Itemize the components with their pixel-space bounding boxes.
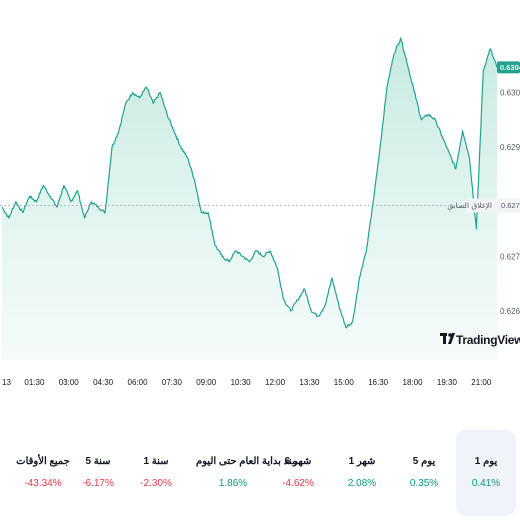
performance-period-value: 0.35%: [409, 478, 439, 489]
tradingview-logo-icon: [440, 333, 455, 344]
x-tick-label: 10:30: [231, 378, 252, 387]
x-tick-label: 04:30: [93, 378, 114, 387]
x-tick-label: 13: [2, 378, 11, 387]
performance-period-label: 1 شهر: [348, 456, 376, 467]
x-tick-label: 16:30: [368, 378, 389, 387]
tradingview-wordmark: TradingView: [456, 333, 520, 347]
performance-period-label: جميع الأوقات: [16, 456, 70, 467]
performance-period-label: 5 يوم: [412, 456, 436, 467]
x-tick-label: 07:30: [162, 378, 183, 387]
x-tick-label: 15:00: [334, 378, 355, 387]
current-price-marker: 0.63046: [497, 61, 520, 74]
performance-period[interactable]: جميع الأوقات -43.34%: [8, 430, 78, 516]
performance-period[interactable]: 1 يوم 0.41%: [456, 430, 516, 516]
performance-bar: جميع الأوقات -43.34% 5 سنة -6.17% 1 سنة -2.30…: [0, 430, 520, 520]
performance-period-label: 6 شهر: [284, 456, 312, 467]
x-tick-label: 13:30: [299, 378, 320, 387]
y-tick-label: 0.62700: [500, 252, 520, 261]
performance-period-label: منذ بداية العام حتى اليوم: [196, 456, 298, 467]
performance-period-label: 1 يوم: [474, 456, 498, 467]
performance-period-label: 1 سنة: [143, 456, 169, 467]
performance-period-value: -6.17%: [82, 478, 114, 489]
performance-period[interactable]: 1 شهر 2.08%: [333, 430, 391, 516]
performance-period-value: -2.30%: [140, 478, 172, 489]
x-tick-label: 03:00: [59, 378, 80, 387]
previous-close-label: الإغلاق السابق: [447, 201, 492, 210]
chart-area-layer: [1, 37, 498, 361]
price-line: [1, 37, 498, 329]
y-axis: 0.63000 0.62900 0.62700 0.62600: [500, 88, 520, 316]
performance-period[interactable]: منذ بداية العام حتى اليوم 1.86%: [196, 430, 298, 516]
x-axis: 13 01:30 03:00 04:30 06:00 07:30 09:00 10:30 12:…: [2, 378, 492, 387]
x-tick-label: 19:30: [437, 378, 458, 387]
previous-close-value: 0.62793: [501, 201, 520, 210]
y-tick-label: 0.62900: [500, 143, 520, 152]
performance-period[interactable]: 5 يوم 0.35%: [395, 430, 453, 516]
performance-period-value: 0.41%: [471, 478, 501, 489]
previous-close-marker: الإغلاق السابق 0.62793: [447, 198, 520, 213]
price-chart[interactable]: 0.63000 0.62900 0.62700 0.62600 13 01:30 03:0…: [0, 0, 520, 400]
performance-period-value: 2.08%: [347, 478, 377, 489]
performance-period-value: 1.86%: [218, 478, 248, 489]
y-tick-label: 0.62600: [500, 307, 520, 316]
price-area-fill: [2, 37, 497, 361]
current-price-label: 0.63046: [500, 63, 520, 72]
y-tick-label: 0.63000: [500, 88, 520, 97]
performance-period[interactable]: 6 شهر -4.62%: [265, 430, 331, 516]
tradingview-watermark: TradingView: [440, 333, 520, 347]
x-tick-label: 21:00: [471, 378, 492, 387]
performance-period-value: -43.34%: [24, 478, 62, 489]
performance-period-label: 5 سنة: [85, 456, 111, 467]
x-tick-label: 01:30: [24, 378, 45, 387]
performance-period[interactable]: 1 سنة -2.30%: [126, 430, 186, 516]
x-tick-label: 12:00: [265, 378, 286, 387]
x-tick-label: 18:00: [403, 378, 424, 387]
performance-period-value: -4.62%: [282, 478, 314, 489]
x-tick-label: 09:00: [196, 378, 217, 387]
performance-period[interactable]: 5 سنة -6.17%: [72, 430, 124, 516]
x-tick-label: 06:00: [128, 378, 149, 387]
